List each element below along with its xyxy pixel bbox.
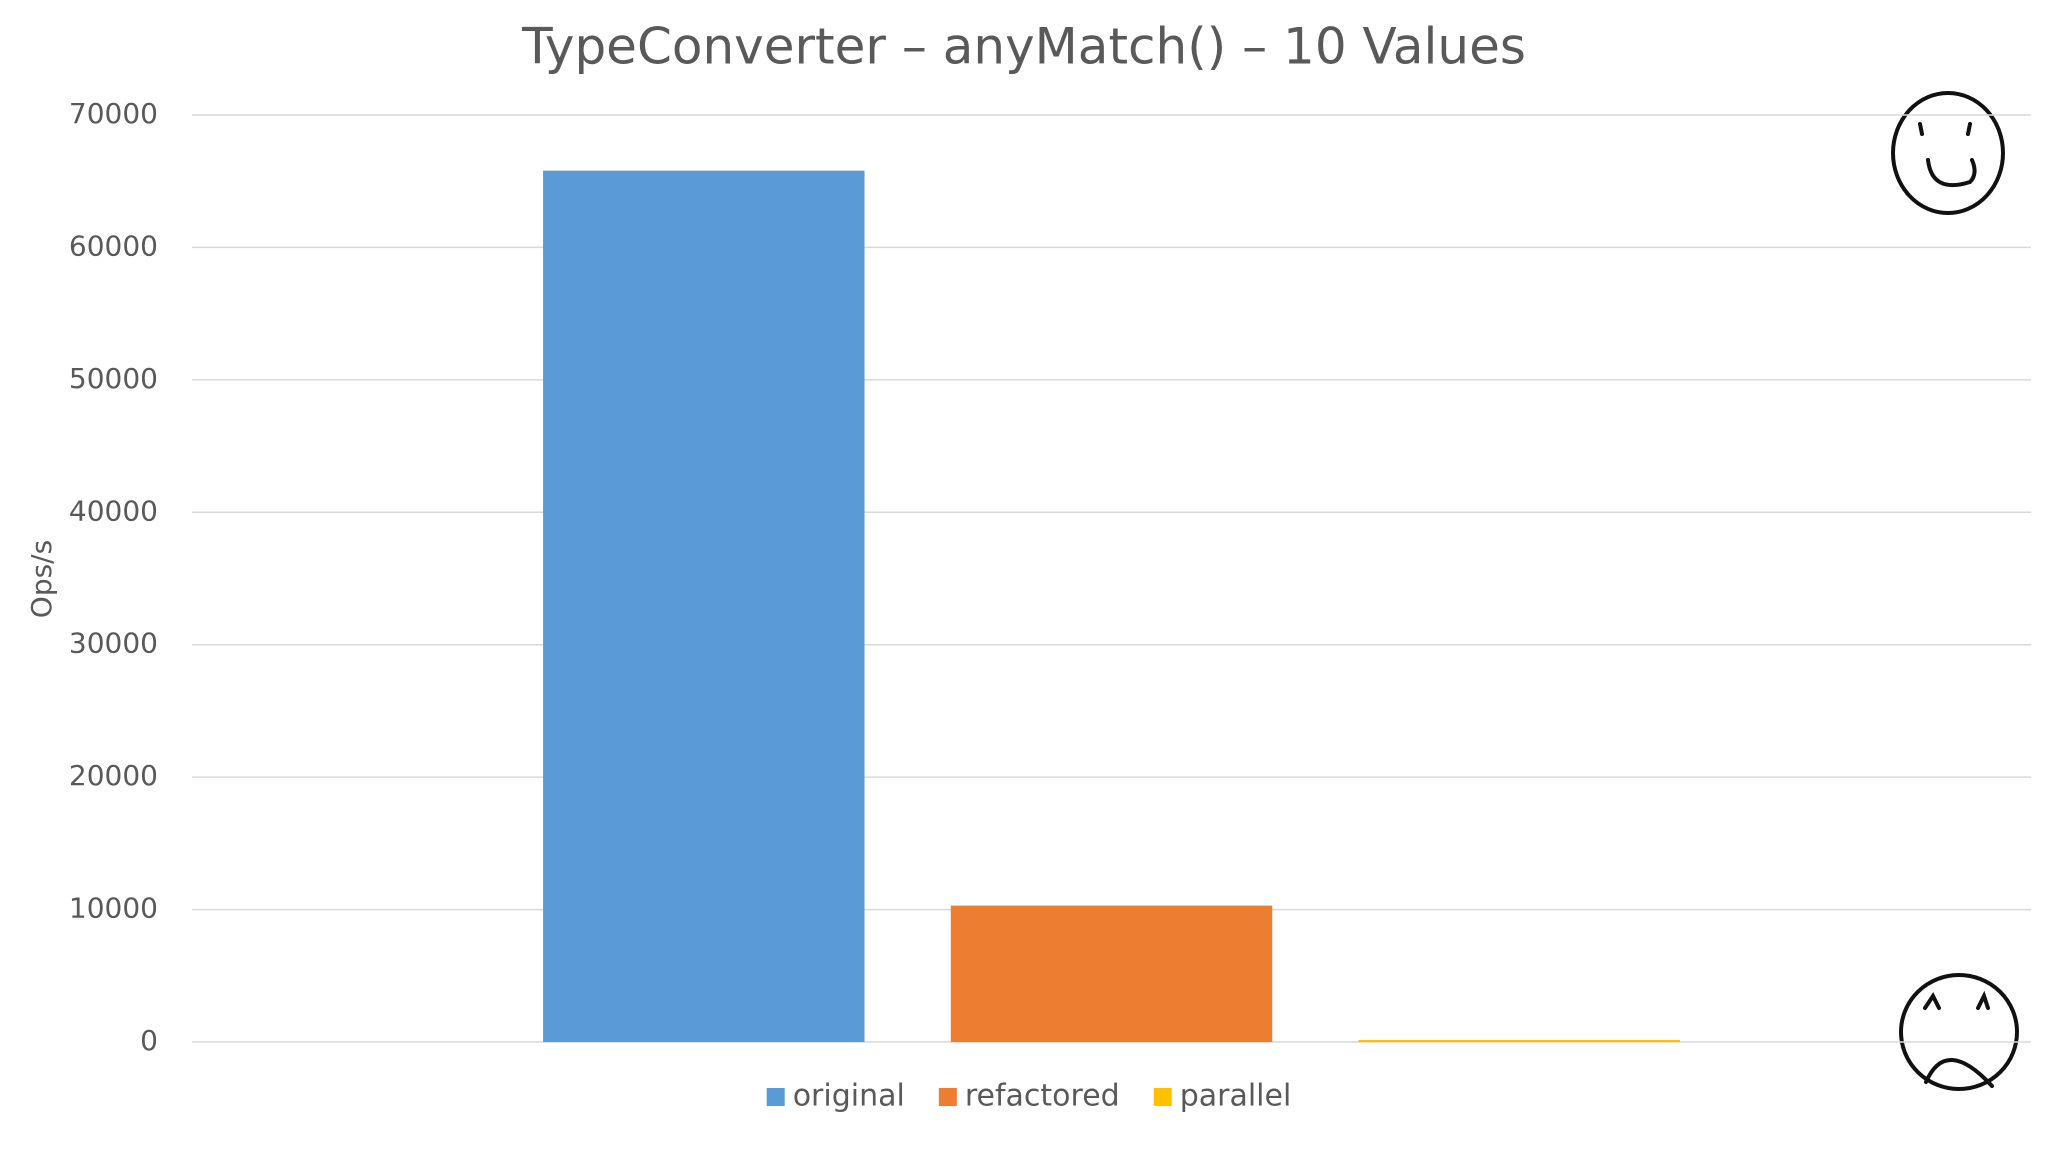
sad-face bbox=[1899, 973, 2019, 1091]
y-tick-label: 70000 bbox=[69, 97, 158, 130]
y-tick-label: 20000 bbox=[69, 759, 158, 792]
bar bbox=[950, 905, 1273, 1042]
happy-face bbox=[1891, 91, 2005, 215]
legend-label: parallel bbox=[1180, 1079, 1292, 1114]
y-axis-title: Ops/s bbox=[25, 540, 58, 618]
y-tick-label: 0 bbox=[140, 1024, 158, 1057]
legend-label: original bbox=[793, 1079, 905, 1114]
legend-swatch bbox=[1153, 1088, 1172, 1106]
chart-title: TypeConverter – anyMatch() – 10 Values bbox=[521, 18, 1526, 76]
legend-swatch bbox=[766, 1088, 785, 1106]
y-tick-label: 30000 bbox=[69, 627, 158, 660]
bar bbox=[543, 170, 865, 1042]
y-tick-label: 10000 bbox=[69, 892, 158, 925]
legend-label: refactored bbox=[965, 1079, 1120, 1114]
y-tick-label: 40000 bbox=[69, 494, 158, 527]
bar bbox=[1358, 1040, 1680, 1042]
y-tick-label: 50000 bbox=[69, 362, 158, 395]
legend-swatch bbox=[938, 1088, 957, 1106]
y-tick-label: 60000 bbox=[69, 229, 158, 262]
